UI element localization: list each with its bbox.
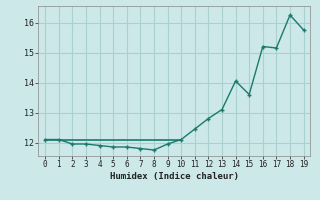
X-axis label: Humidex (Indice chaleur): Humidex (Indice chaleur) [110, 172, 239, 181]
